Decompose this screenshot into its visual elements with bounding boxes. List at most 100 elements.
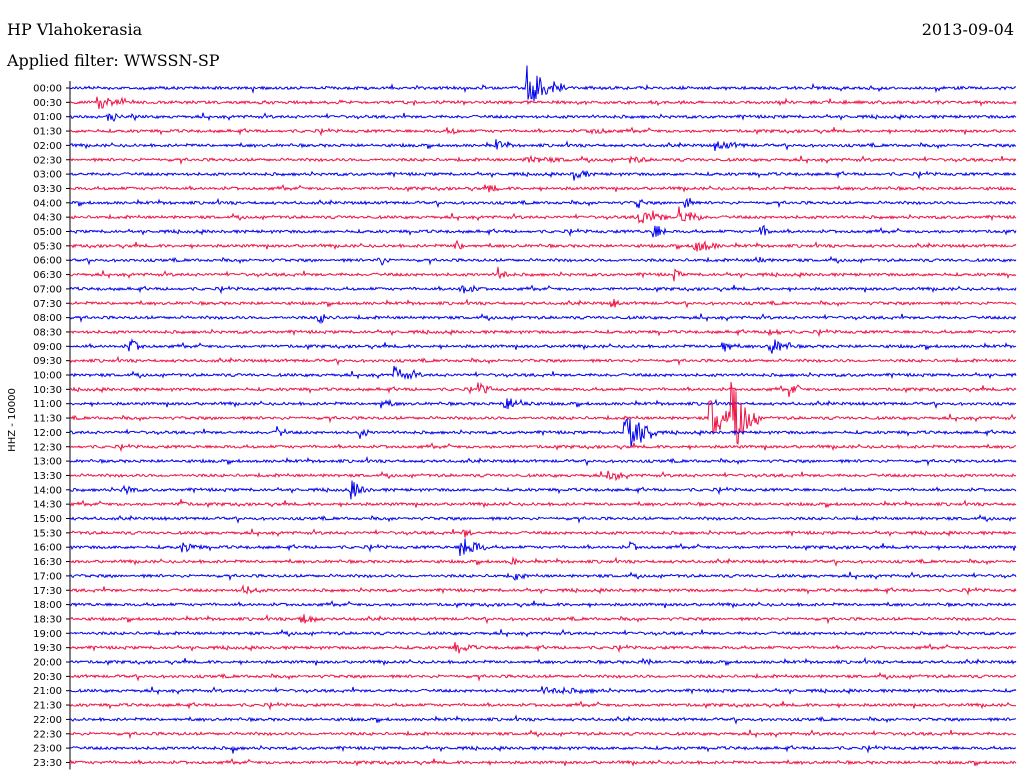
row-time-label: 01:00 bbox=[33, 112, 62, 123]
row-time-label: 08:30 bbox=[33, 327, 62, 338]
trace-line-1730 bbox=[69, 584, 1017, 596]
trace-line-2330 bbox=[69, 757, 1017, 767]
row-time-label: 12:00 bbox=[33, 428, 62, 439]
trace-line-0330 bbox=[69, 183, 1017, 193]
trace-line-1600 bbox=[69, 538, 1017, 556]
row-time-label: 19:00 bbox=[33, 629, 62, 640]
row-time-label: 15:00 bbox=[33, 514, 62, 525]
trace-line-0900 bbox=[69, 338, 1017, 354]
trace-line-1000 bbox=[69, 365, 1017, 381]
trace-line-2130 bbox=[69, 700, 1017, 711]
trace-line-1230 bbox=[70, 442, 1017, 453]
row-time-label: 15:30 bbox=[33, 528, 62, 539]
row-time-label: 21:00 bbox=[33, 686, 62, 697]
row-label-group: 00:00 00:30 01:00 01:30 02:00 02:30 03:00 03:30… bbox=[33, 84, 62, 769]
row-time-label: 05:30 bbox=[33, 241, 62, 252]
trace-line-2030 bbox=[69, 671, 1017, 682]
row-time-label: 14:00 bbox=[33, 485, 62, 496]
plot-axis: HHZ - 10000 bbox=[7, 81, 71, 770]
trace-line-0500 bbox=[69, 224, 1017, 238]
trace-line-1630 bbox=[69, 556, 1017, 567]
trace-line-2000 bbox=[69, 656, 1017, 667]
row-time-label: 13:00 bbox=[33, 457, 62, 468]
row-time-label: 20:30 bbox=[33, 672, 62, 683]
row-time-label: 06:00 bbox=[33, 256, 62, 267]
station-name: HP Vlahokerasia bbox=[7, 20, 143, 39]
row-time-label: 00:30 bbox=[33, 98, 62, 109]
trace-line-1100 bbox=[69, 398, 1017, 410]
trace-line-0700 bbox=[69, 284, 1017, 295]
row-time-label: 22:30 bbox=[33, 729, 62, 740]
trace-line-0530 bbox=[69, 239, 1017, 252]
trace-line-1930 bbox=[69, 642, 1017, 654]
row-time-label: 23:00 bbox=[33, 744, 62, 755]
row-time-label: 08:00 bbox=[33, 313, 62, 324]
row-time-label: 17:00 bbox=[33, 571, 62, 582]
row-time-label: 04:00 bbox=[33, 198, 62, 209]
row-time-label: 02:00 bbox=[33, 141, 62, 152]
row-time-label: 17:30 bbox=[33, 586, 62, 597]
row-time-label: 18:30 bbox=[33, 614, 62, 625]
trace-group bbox=[69, 65, 1017, 767]
row-time-label: 05:00 bbox=[33, 227, 62, 238]
record-date: 2013-09-04 bbox=[921, 20, 1014, 39]
trace-line-0000 bbox=[69, 65, 1017, 102]
trace-line-2200 bbox=[69, 714, 1017, 725]
row-time-label: 11:00 bbox=[33, 399, 62, 410]
trace-line-0100 bbox=[69, 112, 1017, 122]
trace-line-0630 bbox=[69, 266, 1017, 282]
row-time-label: 01:30 bbox=[33, 127, 62, 138]
row-time-label: 16:30 bbox=[33, 557, 62, 568]
trace-line-2100 bbox=[69, 685, 1017, 696]
trace-line-0800 bbox=[69, 313, 1017, 325]
row-time-label: 09:30 bbox=[33, 356, 62, 367]
y-axis-label: HHZ - 10000 bbox=[7, 388, 18, 452]
trace-line-1830 bbox=[69, 613, 1017, 625]
trace-line-0200 bbox=[69, 139, 1016, 151]
trace-line-0230 bbox=[69, 154, 1017, 166]
trace-line-0130 bbox=[69, 126, 1017, 137]
row-time-label: 19:30 bbox=[33, 643, 62, 654]
trace-line-2300 bbox=[70, 744, 1017, 754]
trace-line-1130 bbox=[69, 381, 1017, 445]
row-time-label: 03:30 bbox=[33, 184, 62, 195]
trace-line-1400 bbox=[69, 480, 1017, 500]
trace-line-1500 bbox=[69, 514, 1017, 524]
row-time-label: 07:00 bbox=[33, 284, 62, 295]
trace-line-1330 bbox=[69, 470, 1017, 482]
trace-line-0600 bbox=[69, 255, 1017, 266]
row-time-label: 06:30 bbox=[33, 270, 62, 281]
trace-line-0930 bbox=[69, 355, 1017, 367]
row-time-label: 22:00 bbox=[33, 715, 62, 726]
trace-line-1200 bbox=[69, 418, 1016, 448]
row-time-label: 02:30 bbox=[33, 155, 62, 166]
row-time-label: 18:00 bbox=[33, 600, 62, 611]
trace-line-1800 bbox=[69, 600, 1017, 609]
row-time-label: 10:00 bbox=[33, 371, 62, 382]
trace-line-0300 bbox=[69, 169, 1017, 181]
trace-line-1530 bbox=[69, 528, 1017, 538]
row-time-label: 21:30 bbox=[33, 701, 62, 712]
row-time-label: 04:30 bbox=[33, 213, 62, 224]
row-time-label: 11:30 bbox=[33, 414, 62, 425]
trace-line-1300 bbox=[69, 456, 1017, 467]
row-time-label: 07:30 bbox=[33, 299, 62, 310]
trace-line-0830 bbox=[69, 328, 1017, 338]
row-time-label: 09:00 bbox=[33, 342, 62, 353]
trace-line-0400 bbox=[69, 197, 1017, 209]
trace-line-1900 bbox=[69, 628, 1017, 638]
trace-line-1030 bbox=[69, 382, 1017, 397]
row-time-label: 14:30 bbox=[33, 500, 62, 511]
row-time-label: 03:00 bbox=[33, 170, 62, 181]
trace-line-0030 bbox=[69, 96, 1017, 109]
row-time-label: 20:00 bbox=[33, 658, 62, 669]
trace-line-1700 bbox=[70, 571, 1017, 582]
row-time-label: 16:00 bbox=[33, 543, 62, 554]
trace-line-0430 bbox=[69, 206, 1017, 224]
trace-line-1430 bbox=[69, 498, 1017, 509]
row-time-label: 13:30 bbox=[33, 471, 62, 482]
trace-line-2230 bbox=[69, 729, 1017, 740]
row-time-label: 10:30 bbox=[33, 385, 62, 396]
row-time-label: 12:30 bbox=[33, 442, 62, 453]
